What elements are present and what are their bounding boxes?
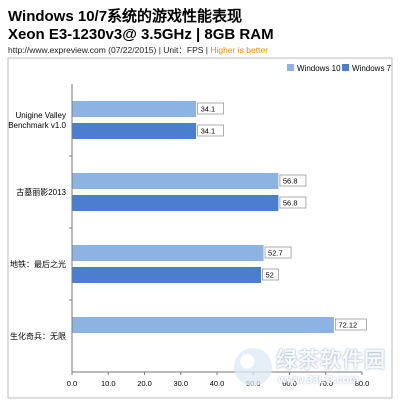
x-tick-label: 70.0 — [318, 379, 333, 388]
watermark-logo-icon — [234, 348, 272, 386]
chart-subtitle: Xeon E3-1230v3@ 3.5GHz | 8GB RAM — [8, 26, 274, 43]
data-label-box — [279, 196, 307, 209]
data-label-box — [197, 124, 225, 137]
x-tick-label: 80.0 — [355, 379, 370, 388]
watermark-url: www.33LC.com — [278, 374, 359, 386]
x-tick-label: 0.0 — [67, 379, 77, 388]
x-tick-label: 30.0 — [173, 379, 188, 388]
data-label-box — [279, 174, 307, 187]
bar — [72, 123, 197, 139]
category-label: 地铁：最后之光 — [10, 259, 66, 269]
legend-label: Windows 7 — [352, 64, 392, 73]
category-label: 生化奇兵：无限 — [10, 331, 66, 341]
legend-label: Windows 10 — [297, 64, 341, 73]
data-label: 52 — [266, 271, 274, 280]
watermark: 绿茶软件园 www.33LC.com — [234, 344, 394, 394]
chart-frame — [7, 57, 393, 399]
data-label: 52.7 — [268, 249, 283, 258]
data-label-box — [262, 268, 279, 281]
data-label: 34.1 — [201, 127, 216, 136]
data-label-box — [197, 102, 225, 115]
source-info: http://www.expreview.com (07/22/2015) | … — [8, 45, 268, 56]
legend-swatch — [342, 64, 349, 71]
chart-title: Windows 10/7系统的游戏性能表现 — [8, 8, 243, 25]
bar — [72, 245, 264, 261]
legend-swatch — [287, 64, 294, 71]
watermark-text: 绿茶软件园 — [276, 349, 386, 372]
data-label-box — [264, 246, 292, 259]
category-label: Unigine Valley Benchmark v1.0 — [8, 111, 66, 130]
x-tick-label: 40.0 — [210, 379, 225, 388]
bar — [72, 317, 334, 333]
x-tick-label: 60.0 — [282, 379, 297, 388]
bar — [72, 101, 197, 117]
bar — [72, 267, 261, 283]
x-tick-label: 20.0 — [137, 379, 152, 388]
bar — [72, 173, 279, 189]
bar — [72, 195, 279, 211]
data-label: 34.1 — [201, 105, 216, 114]
x-tick-label: 10.0 — [101, 379, 116, 388]
source-text: http://www.expreview.com (07/22/2015) | … — [8, 45, 211, 55]
category-label: 古墓丽影2013 — [16, 187, 66, 197]
data-label: 56.8 — [283, 199, 298, 208]
higher-is-better-note: Higher is better — [210, 45, 269, 55]
data-label: 56.8 — [283, 177, 298, 186]
data-label-box — [335, 318, 367, 331]
data-label: 72.12 — [338, 321, 357, 330]
